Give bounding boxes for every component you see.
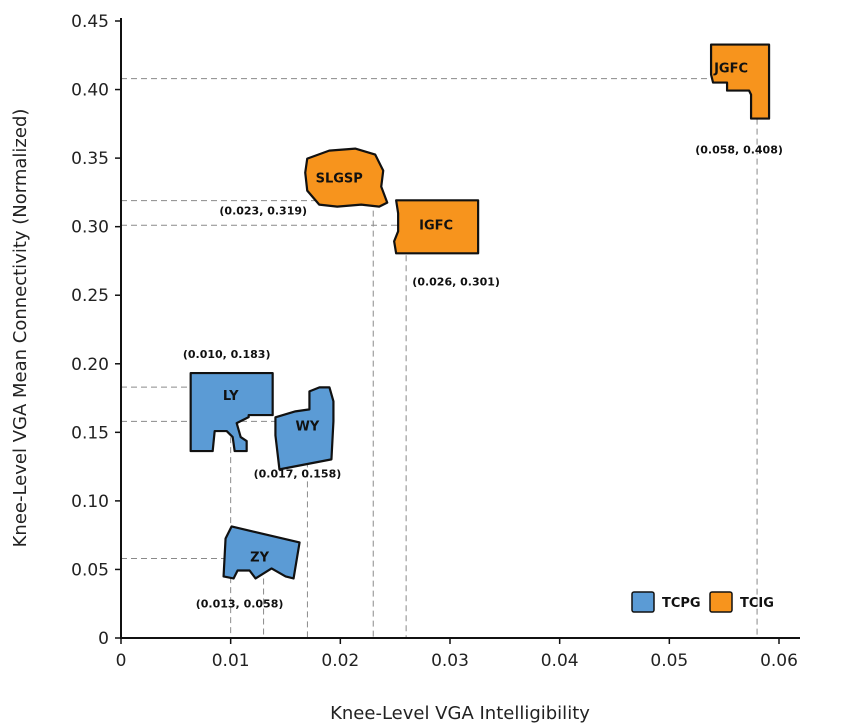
y-axis-label: Knee-Level VGA Mean Connectivity (Normal… (10, 109, 31, 548)
site-label-igfc: IGFC (419, 218, 453, 233)
coord-label-zy: (0.013, 0.058) (196, 597, 284, 610)
x-axis-ticks: 0 0.01 0.02 0.03 0.04 0.05 0.06 (116, 638, 798, 671)
legend-label-tcig: TCIG (740, 596, 774, 611)
y-tick-label: 0 (98, 629, 109, 649)
y-tick-label: 0.30 (71, 218, 109, 238)
site-shapes (189, 43, 771, 580)
site-label-jgfc: JGFC (713, 62, 748, 77)
site-shape-wy (274, 386, 335, 471)
y-tick-label: 0.15 (71, 423, 109, 443)
site-shape-slgsp (304, 147, 389, 208)
site-shape-igfc (393, 199, 480, 255)
coordinate-labels: (0.058, 0.408) (0.023, 0.319) (0.026, 0.30… (183, 144, 783, 611)
site-shape-jgfc (709, 43, 771, 120)
coord-label-wy: (0.017, 0.158) (254, 467, 342, 480)
coord-label-igfc: (0.026, 0.301) (412, 275, 500, 288)
legend-swatch-tcpg (631, 591, 655, 613)
site-label-ly: LY (223, 389, 239, 404)
x-tick-label: 0.01 (212, 651, 250, 671)
site-label-slgsp: SLGSP (316, 172, 363, 187)
y-tick-label: 0.25 (71, 286, 109, 306)
y-tick-label: 0.10 (71, 492, 109, 512)
site-name-labels: JGFC SLGSP IGFC LY WY ZY (223, 62, 748, 566)
legend: TCPG TCIG (631, 591, 774, 613)
site-shape-ly (189, 371, 274, 453)
y-tick-label: 0.40 (71, 81, 109, 101)
coord-label-ly: (0.010, 0.183) (183, 348, 271, 361)
x-tick-label: 0 (116, 651, 127, 671)
y-tick-label: 0.05 (71, 560, 109, 580)
x-axis-label: Knee-Level VGA Intelligibility (330, 703, 590, 724)
y-tick-label: 0.45 (71, 12, 109, 32)
y-tick-label: 0.20 (71, 355, 109, 375)
x-tick-label: 0.05 (650, 651, 688, 671)
site-label-zy: ZY (250, 550, 269, 565)
site-label-wy: WY (296, 419, 320, 434)
coord-label-jgfc: (0.058, 0.408) (695, 144, 783, 157)
x-tick-label: 0.06 (760, 651, 798, 671)
x-tick-label: 0.03 (431, 651, 469, 671)
legend-swatch-tcig (709, 591, 733, 613)
x-tick-label: 0.02 (321, 651, 359, 671)
y-tick-label: 0.35 (71, 149, 109, 169)
coord-label-slgsp: (0.023, 0.319) (219, 205, 307, 218)
y-axis-ticks: 0 0.05 0.10 0.15 0.20 0.25 0.30 0.35 0.40 0.45 (71, 12, 121, 649)
axes (120, 18, 800, 639)
legend-label-tcpg: TCPG (662, 596, 701, 611)
x-tick-label: 0.04 (541, 651, 579, 671)
site-shape-zy (222, 525, 301, 580)
